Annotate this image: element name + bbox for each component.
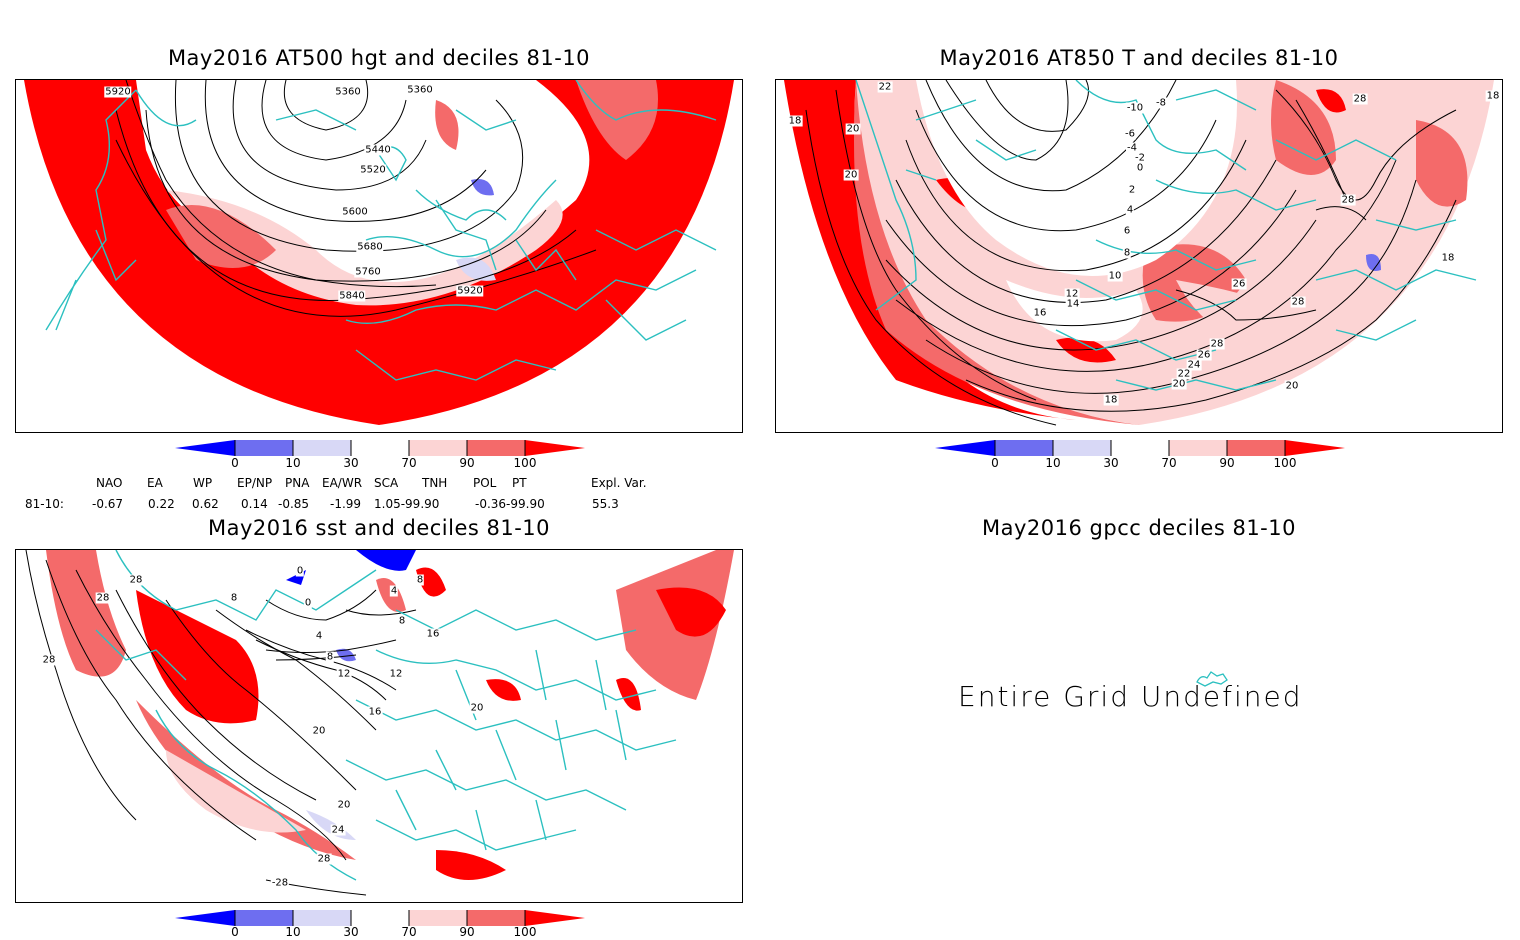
map-panel-hgt (15, 79, 743, 433)
tele-value: 1.05-99.90 (374, 497, 440, 511)
tele-header: SCA (374, 476, 399, 490)
tele-header: EA (147, 476, 163, 490)
colorbar-label: 100 (513, 456, 537, 470)
colorbar-label: 10 (285, 925, 301, 939)
tele-value: -0.85 (278, 497, 310, 511)
panel-title-hgt: May2016 AT500 hgt and deciles 81-10 (167, 46, 591, 70)
colorbar-label: 30 (343, 925, 359, 939)
colorbar-label: 10 (1045, 456, 1061, 470)
map-panel-t850 (775, 79, 1503, 433)
colorbar-label: 100 (1273, 456, 1297, 470)
colorbar-label: 0 (231, 925, 239, 939)
map-hgt (24, 80, 734, 425)
colorbar-label: 70 (401, 925, 417, 939)
tele-value: 0.14 (241, 497, 268, 511)
colorbar-label: 0 (231, 456, 239, 470)
colorbar-label: 10 (285, 456, 301, 470)
tele-header: PNA (285, 476, 310, 490)
colorbar-swatches (175, 910, 585, 926)
teleconnection-table: NAO EA WP EP/NP PNA EA/WR SCA TNH POL PT… (0, 476, 760, 516)
gpcc-coastline-fragment (1196, 671, 1228, 687)
colorbar-label: 100 (513, 925, 537, 939)
tele-header: Expl. Var. (591, 476, 647, 490)
tele-header: WP (193, 476, 213, 490)
tele-header: TNH (422, 476, 448, 490)
colorbar-swatches (935, 440, 1345, 456)
panel-title-gpcc: May2016 gpcc deciles 81-10 (982, 516, 1296, 540)
colorbar-swatches (175, 440, 585, 456)
tele-row-label: 81-10: (25, 497, 64, 511)
tele-value: -0.36-99.90 (475, 497, 545, 511)
panel-title-sst: May2016 sst and deciles 81-10 (207, 516, 551, 540)
tele-value: -1.99 (330, 497, 362, 511)
map-t850 (784, 80, 1494, 426)
colorbar-label: 70 (401, 456, 417, 470)
tele-header: POL (473, 476, 497, 490)
colorbar-label: 90 (459, 925, 475, 939)
tele-header: NAO (96, 476, 123, 490)
colorbar-sst: 0 10 30 70 90 100 (175, 910, 585, 940)
undefined-grid-message: Entire Grid Undefined (958, 680, 1303, 713)
tele-value: 0.62 (192, 497, 219, 511)
colorbar-hgt: 0 10 30 70 90 100 (175, 440, 585, 472)
tele-header: EP/NP (237, 476, 273, 490)
colorbar-label: 90 (459, 456, 475, 470)
colorbar-label: 30 (1103, 456, 1119, 470)
panel-title-t850: May2016 AT850 T and deciles 81-10 (939, 46, 1339, 70)
colorbar-label: 0 (991, 456, 999, 470)
colorbar-label: 70 (1161, 456, 1177, 470)
map-panel-sst (15, 549, 743, 903)
tele-value: -0.67 (92, 497, 124, 511)
map-sst (24, 550, 734, 896)
colorbar-label: 90 (1219, 456, 1235, 470)
tele-header: EA/WR (322, 476, 363, 490)
tele-value: 0.22 (148, 497, 175, 511)
tele-value: 55.3 (592, 497, 619, 511)
colorbar-t850: 0 10 30 70 90 100 (935, 440, 1345, 472)
tele-header: PT (512, 476, 527, 490)
colorbar-label: 30 (343, 456, 359, 470)
